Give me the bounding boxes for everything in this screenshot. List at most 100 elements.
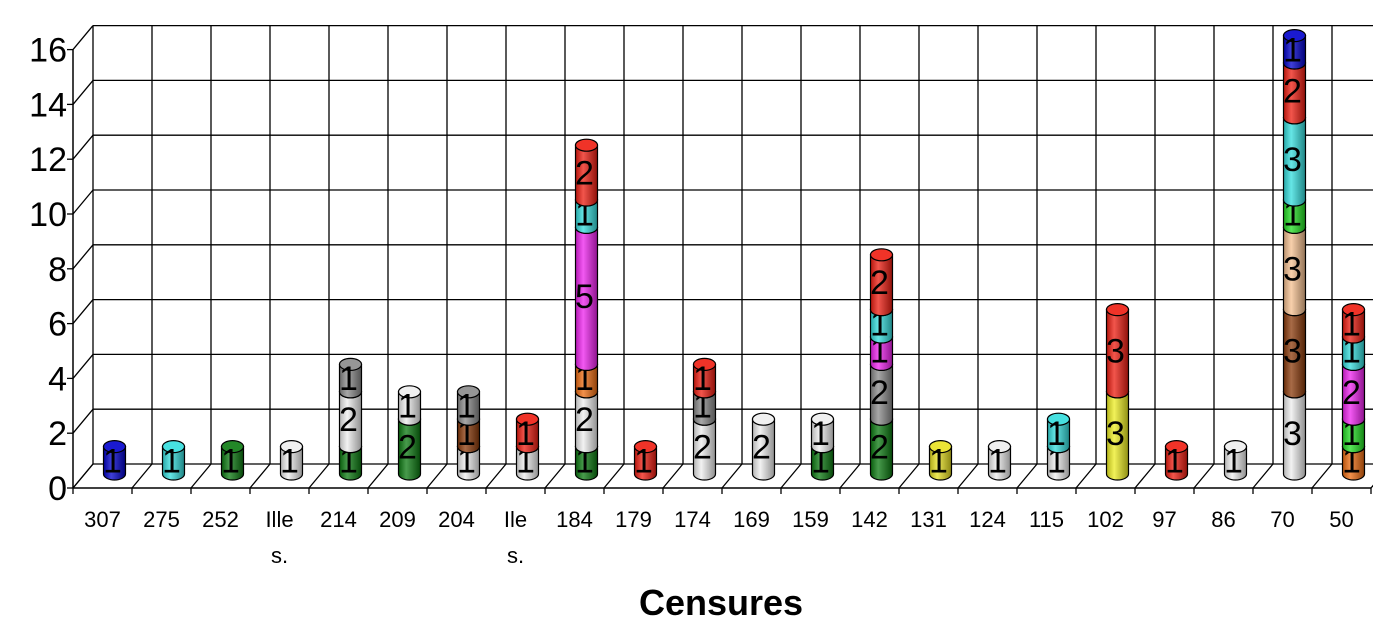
- bar-cap: [751, 412, 776, 426]
- x-tick-label: 209: [379, 507, 416, 532]
- gridline-floor: [1193, 463, 1215, 489]
- gridline-wall: [72, 25, 94, 51]
- gridline-floor: [190, 463, 212, 489]
- bar-body: [397, 391, 422, 426]
- bar-cap: [456, 385, 481, 399]
- grid: [72, 24, 1373, 494]
- gridline-wall: [72, 189, 94, 215]
- gridline-floor: [426, 463, 448, 489]
- bar-stack: 11: [515, 412, 540, 481]
- bar-body: [574, 391, 599, 454]
- bar-value-label: 1: [1047, 415, 1066, 453]
- bar-segment: 1: [1046, 412, 1071, 454]
- bar-stack: 1: [1223, 440, 1248, 481]
- gridline-wall: [72, 244, 94, 270]
- bar-segment: 3: [1282, 111, 1307, 207]
- bar-value-label: 2: [575, 155, 594, 193]
- gridline-floor: [131, 463, 153, 489]
- bar-body: [810, 418, 835, 454]
- bar-body: [574, 226, 599, 371]
- bar-stack: 1: [279, 440, 304, 481]
- bar-cap: [810, 412, 835, 426]
- bar-cap: [279, 440, 304, 454]
- bar-body: [456, 391, 481, 426]
- bar-value-label: 2: [339, 401, 358, 439]
- bar-segment: 1: [692, 357, 717, 399]
- bar-segment: 3: [1282, 220, 1307, 317]
- bar-stack: 11: [1046, 412, 1071, 481]
- bar-body: [1282, 35, 1307, 70]
- x-axis-label: Censures: [639, 582, 803, 623]
- bar-cap: [161, 440, 186, 454]
- gridline-floor: [544, 463, 566, 489]
- bar-body: [751, 418, 776, 481]
- bar-stack: 33: [1105, 303, 1130, 481]
- x-tick-label: 97: [1152, 507, 1176, 532]
- bar-value-label: 5: [575, 278, 594, 316]
- x-tick-label: 307: [84, 507, 121, 532]
- bar-segment: 1: [1164, 440, 1189, 481]
- bar-body: [633, 446, 658, 481]
- bar-body: [574, 363, 599, 399]
- bar-cap: [102, 440, 127, 454]
- bar-body: [515, 446, 540, 481]
- bar-body: [397, 418, 422, 481]
- bar-segment: 1: [397, 385, 422, 426]
- bar-body: [869, 363, 894, 426]
- bar-cap: [633, 440, 658, 454]
- x-tick-label: 124: [969, 507, 1006, 532]
- bar-body: [987, 446, 1012, 481]
- x-tick-label: 102: [1087, 507, 1124, 532]
- bar-cap: [220, 440, 245, 454]
- x-tick-label: 70: [1270, 507, 1294, 532]
- gridline-floor: [308, 463, 330, 489]
- bar-stack: 1: [928, 440, 953, 481]
- bar-value-label: 1: [398, 388, 417, 426]
- bar-segment: 1: [987, 440, 1012, 481]
- bar-stack: 1: [633, 440, 658, 481]
- bar-cap: [1223, 440, 1248, 454]
- gridline-floor: [367, 463, 389, 489]
- y-axis-ticks: 0 2 4 6 8 10 12 14 16: [29, 32, 73, 508]
- bar-body: [220, 446, 245, 481]
- bar-body: [1341, 363, 1366, 426]
- bar-value-label: 1: [516, 415, 535, 453]
- bar-stack: 1: [1164, 440, 1189, 481]
- bar-value-label: 1: [162, 442, 181, 480]
- x-tick-label: 252: [202, 507, 239, 532]
- bar-value-label: 2: [870, 264, 889, 302]
- x-tick-label: 174: [674, 507, 711, 532]
- bar-stack: 211: [692, 357, 717, 481]
- gridline-floor: [1252, 463, 1274, 489]
- bar-cap: [1046, 412, 1071, 426]
- bar-body: [574, 144, 599, 207]
- y-tick-label: 12: [29, 141, 67, 179]
- gridline-floor: [662, 463, 684, 489]
- x-tick-label: 214: [320, 507, 357, 532]
- bar-body: [1282, 199, 1307, 234]
- bar-segment: 1: [220, 440, 245, 481]
- gridline-floor: [1134, 463, 1156, 489]
- bar-value-label: 1: [221, 442, 240, 480]
- bar-stack: 1: [987, 440, 1012, 481]
- bar-value-label: 2: [870, 429, 889, 467]
- bar-body: [574, 446, 599, 481]
- bar-body: [1341, 446, 1366, 481]
- gridline-floor: [249, 463, 271, 489]
- bar-value-label: 1: [929, 442, 948, 480]
- y-tick-label: 2: [48, 415, 67, 453]
- bar-stack: 21: [397, 385, 422, 481]
- gridline-wall: [72, 134, 94, 160]
- bar-stack: 1: [102, 440, 127, 481]
- x-tick-label: 131: [910, 507, 947, 532]
- bar-segment: 1: [633, 440, 658, 481]
- y-tick-label: 16: [29, 32, 67, 70]
- bar-body: [1105, 309, 1130, 399]
- y-tick-label: 4: [48, 360, 67, 398]
- bar-segment: 1: [810, 412, 835, 454]
- bar-value-label: 3: [1283, 415, 1302, 453]
- bar-segment: 2: [751, 412, 776, 481]
- bar-stack: 121: [338, 357, 363, 481]
